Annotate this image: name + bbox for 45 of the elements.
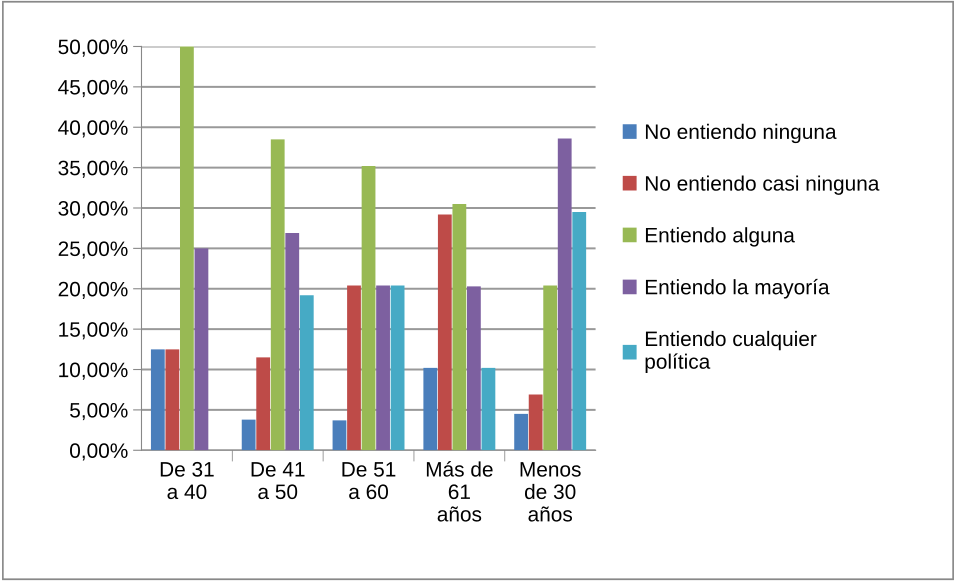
legend-label: Entiendo la mayoría xyxy=(646,278,830,299)
x-tick-label: Más de 61 años xyxy=(426,461,493,522)
legend-label: Entiendo cualquier política xyxy=(646,330,816,373)
bar xyxy=(543,286,558,450)
bar xyxy=(528,394,543,450)
bar xyxy=(150,349,165,450)
bar xyxy=(423,368,438,450)
bar xyxy=(482,368,496,450)
bar xyxy=(270,139,285,450)
bar xyxy=(165,349,180,450)
legend-label: No entiendo ninguna xyxy=(646,124,837,144)
y-tick-label: 40,00% xyxy=(58,120,128,138)
y-tick-label: 25,00% xyxy=(58,241,128,259)
y-tick-label: 30,00% xyxy=(58,201,128,218)
bar xyxy=(376,286,390,450)
bar xyxy=(332,420,346,450)
bar xyxy=(285,233,300,450)
bar xyxy=(347,286,361,450)
bar xyxy=(452,204,466,450)
y-tick-label: 50,00% xyxy=(58,39,128,57)
y-tick-label: 15,00% xyxy=(59,322,128,340)
bar xyxy=(300,295,314,450)
bar xyxy=(194,248,208,450)
bar xyxy=(180,46,194,450)
bar xyxy=(256,357,270,450)
bar xyxy=(572,212,586,450)
x-tick-label: De 51 a 60 xyxy=(342,462,396,500)
y-tick-label: 5,00% xyxy=(70,402,128,420)
legend-label: Entiendo alguna xyxy=(646,227,795,247)
x-tick-label: Menos de 30 años xyxy=(520,462,581,522)
y-tick-label: 0,00% xyxy=(70,443,128,460)
bar xyxy=(390,286,405,450)
bar xyxy=(514,414,528,450)
bar xyxy=(558,138,572,450)
x-tick-label: De 31 a 40 xyxy=(160,462,214,500)
bar xyxy=(466,286,481,450)
bar xyxy=(362,166,376,450)
y-tick-label: 10,00% xyxy=(59,362,128,380)
y-tick-label: 35,00% xyxy=(58,160,128,178)
legend-label: No entiendo casi ninguna xyxy=(646,175,880,195)
x-tick-label: De 41 a 50 xyxy=(252,462,304,500)
bar xyxy=(438,214,452,450)
y-tick-label: 45,00% xyxy=(58,80,128,98)
y-tick-label: 20,00% xyxy=(58,282,128,299)
bar xyxy=(242,420,256,450)
